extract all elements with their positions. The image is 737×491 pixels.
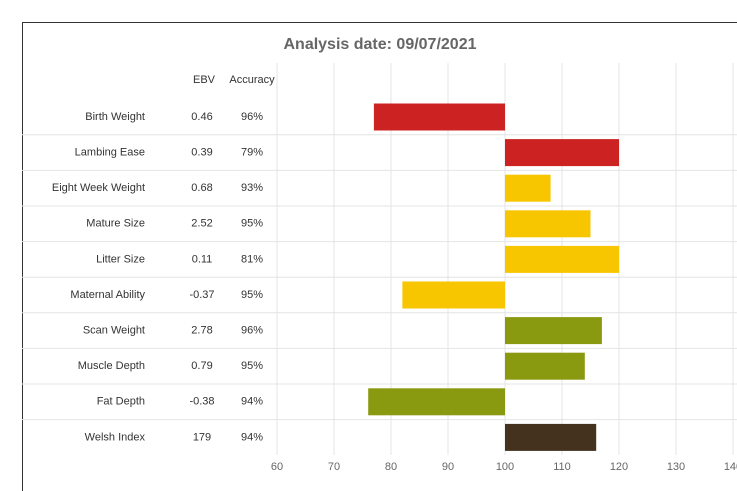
x-tick-label: 60 [271,461,283,473]
accuracy-value: 96% [241,111,263,123]
ebv-value: 179 [193,431,211,443]
accuracy-value: 93% [241,182,263,194]
accuracy-value: 96% [241,325,263,337]
ebv-value: 0.39 [191,147,212,159]
ebv-value: 0.79 [191,360,212,372]
bar [373,103,505,131]
accuracy-value: 95% [241,289,263,301]
bar [505,352,585,380]
bar [505,174,551,202]
accuracy-value: 95% [241,360,263,372]
frame [22,22,737,491]
bar [505,139,619,167]
accuracy-value: 94% [241,431,263,443]
ebv-value: 2.78 [191,325,212,337]
category-label: Eight Week Weight [52,182,145,194]
bar [368,388,505,416]
bar [505,245,619,273]
column-header: EBV [193,74,216,86]
column-header: Accuracy [229,74,275,86]
ebv-value: 0.68 [191,182,212,194]
x-tick-label: 130 [667,461,685,473]
category-label: Scan Weight [83,325,145,337]
bar [505,317,602,345]
accuracy-value: 94% [241,396,263,408]
x-tick-label: 140 [724,461,737,473]
x-tick-label: 100 [496,461,514,473]
bar [505,423,597,451]
category-label: Litter Size [96,253,145,265]
accuracy-value: 81% [241,253,263,265]
bar [402,281,505,309]
accuracy-value: 79% [241,147,263,159]
ebv-value: -0.37 [189,289,214,301]
category-label: Maternal Ability [70,289,145,301]
category-label: Lambing Ease [75,147,145,159]
category-label: Birth Weight [85,111,145,123]
accuracy-value: 95% [241,218,263,230]
ebv-value: 0.46 [191,111,212,123]
x-tick-label: 70 [328,461,340,473]
bar [505,210,591,238]
x-tick-label: 110 [553,461,571,473]
ebv-value: 0.11 [192,253,213,265]
ebv-value: 2.52 [191,218,212,230]
x-tick-label: 120 [610,461,628,473]
category-label: Fat Depth [97,396,145,408]
category-label: Mature Size [86,218,145,230]
x-tick-label: 80 [385,461,397,473]
category-label: Muscle Depth [78,360,145,372]
chart-title: Analysis date: 09/07/2021 [283,36,476,53]
ebv-value: -0.38 [189,396,214,408]
x-tick-label: 90 [442,461,454,473]
category-label: Welsh Index [85,431,146,443]
